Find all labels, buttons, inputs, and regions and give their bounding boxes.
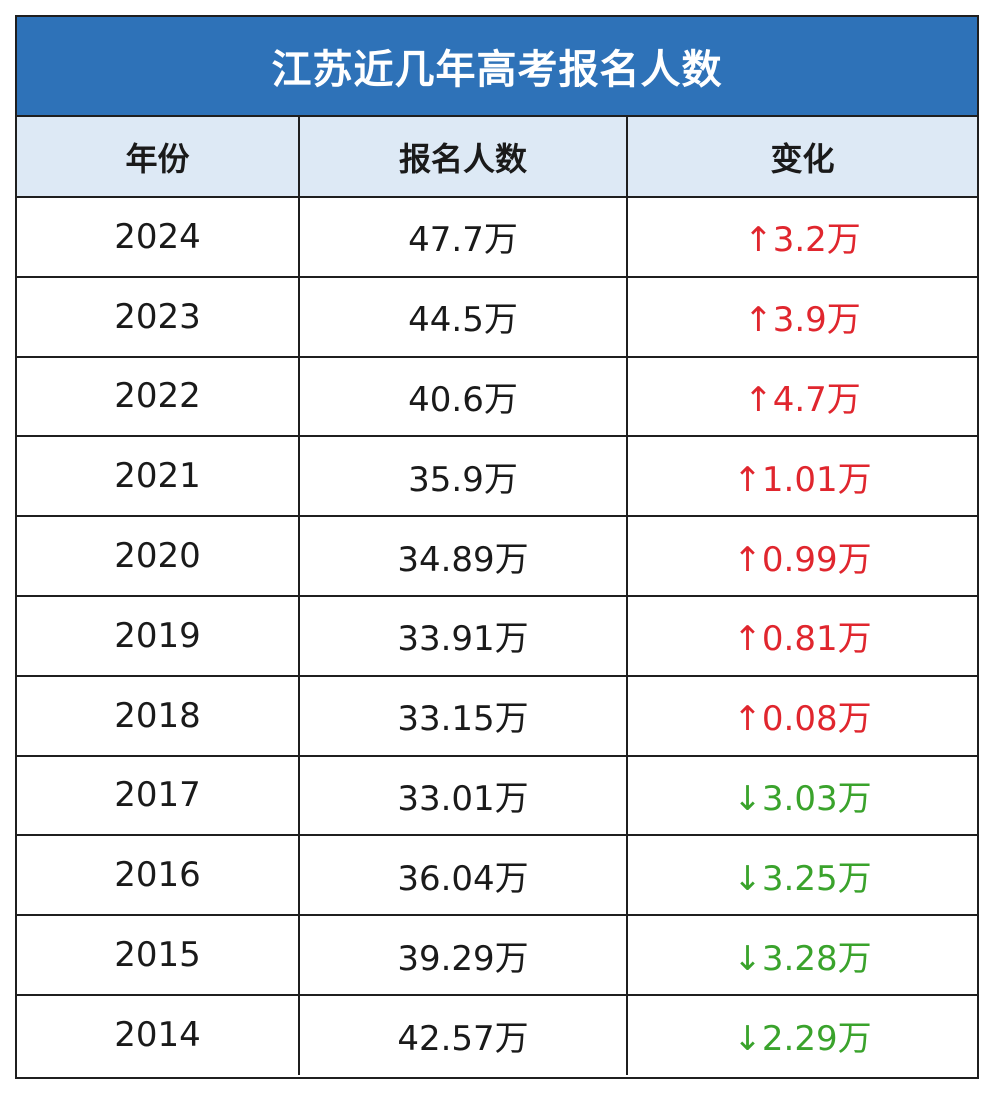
table-title: 江苏近几年高考报名人数 [17, 17, 977, 117]
cell-count: 40.6万 [298, 355, 628, 438]
cell-count: 35.9万 [298, 435, 628, 518]
header-change: 变化 [626, 117, 977, 198]
cell-change: ↑3.9万 [626, 275, 977, 358]
cell-year: 2017 [17, 754, 300, 837]
cell-count: 39.29万 [298, 914, 628, 996]
table-row: 2019 33.91万 ↑0.81万 [17, 594, 977, 677]
cell-year: 2023 [17, 275, 300, 358]
cell-year: 2019 [17, 594, 300, 677]
cell-change: ↑1.01万 [626, 435, 977, 518]
cell-count: 42.57万 [298, 993, 628, 1075]
enrollment-table-container: 江苏近几年高考报名人数 年份 报名人数 变化 2024 47.7万 ↑3.2万 202… [15, 15, 979, 1079]
table-row: 2021 35.9万 ↑1.01万 [17, 435, 977, 518]
cell-change: ↓3.25万 [626, 834, 977, 917]
header-year: 年份 [17, 117, 300, 198]
cell-change: ↑0.99万 [626, 515, 977, 597]
cell-count: 36.04万 [298, 834, 628, 917]
table-row: 2024 47.7万 ↑3.2万 [17, 196, 977, 278]
table-row: 2023 44.5万 ↑3.9万 [17, 275, 977, 358]
cell-count: 33.91万 [298, 594, 628, 677]
table-row: 2015 39.29万 ↓3.28万 [17, 914, 977, 996]
table-row: 2016 36.04万 ↓3.25万 [17, 834, 977, 917]
table-row: 2017 33.01万 ↓3.03万 [17, 754, 977, 837]
cell-year: 2022 [17, 355, 300, 438]
cell-change: ↓3.03万 [626, 754, 977, 837]
cell-change: ↑0.08万 [626, 674, 977, 757]
header-count: 报名人数 [298, 117, 628, 198]
cell-year: 2015 [17, 914, 300, 996]
cell-change: ↑4.7万 [626, 355, 977, 438]
cell-count: 44.5万 [298, 275, 628, 358]
table-row: 2018 33.15万 ↑0.08万 [17, 674, 977, 757]
cell-change: ↑3.2万 [626, 196, 977, 278]
table-row: 2020 34.89万 ↑0.99万 [17, 515, 977, 597]
cell-year: 2024 [17, 196, 300, 278]
cell-count: 47.7万 [298, 196, 628, 278]
enrollment-table: 年份 报名人数 变化 2024 47.7万 ↑3.2万 2023 44.5万 ↑3.9万 2… [17, 117, 977, 1075]
header-row: 年份 报名人数 变化 [17, 117, 977, 198]
table-row: 2014 42.57万 ↓2.29万 [17, 993, 977, 1075]
cell-change: ↓3.28万 [626, 914, 977, 996]
cell-year: 2016 [17, 834, 300, 917]
cell-change: ↑0.81万 [626, 594, 977, 677]
cell-change: ↓2.29万 [626, 993, 977, 1075]
table-row: 2022 40.6万 ↑4.7万 [17, 355, 977, 438]
cell-count: 33.01万 [298, 754, 628, 837]
cell-year: 2014 [17, 993, 300, 1075]
cell-year: 2018 [17, 674, 300, 757]
cell-count: 33.15万 [298, 674, 628, 757]
cell-count: 34.89万 [298, 515, 628, 597]
cell-year: 2020 [17, 515, 300, 597]
cell-year: 2021 [17, 435, 300, 518]
